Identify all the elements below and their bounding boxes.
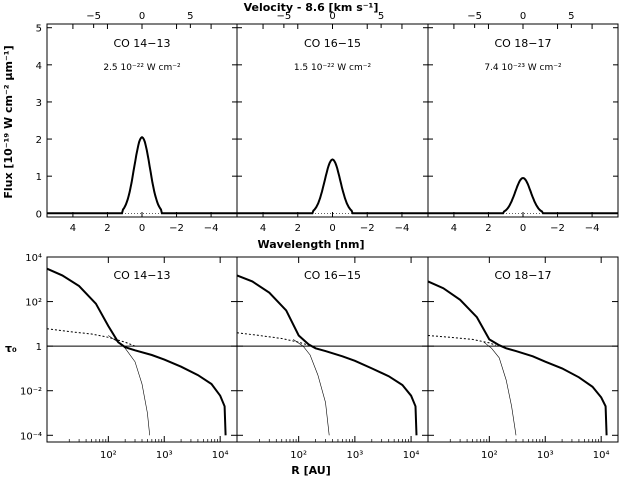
x-tick-label: 4	[451, 223, 457, 234]
flux-panel: 4 2 0 −2 −4 −5 0 5 CO 18−17 7.4 10⁻²³ W cm⁻²	[427, 11, 619, 234]
flux-profile-line	[428, 176, 618, 215]
flux-panels: 4 2 0 −2 −4 −5 0 5 0 1 2 3 4 5 CO 14−13 2.5 10⁻²² W cm⁻…	[36, 11, 619, 234]
velocity-tick-label: 5	[187, 11, 193, 22]
line-name-label: CO 18−17	[494, 269, 551, 282]
flux-panel: 4 2 0 −2 −4 −5 0 5 0 1 2 3 4 5 CO 14−13 2.5 10⁻²² W cm⁻…	[36, 11, 238, 234]
x-tick-label: 10³	[347, 450, 364, 461]
x-tick-label: 10³	[156, 450, 173, 461]
opacity-panel: 10² 10³ 10⁴ 10⁻⁴ 10⁻² 1 10² 10⁴ CO 14−13	[20, 253, 238, 461]
thin-opacity-line	[293, 339, 330, 436]
velocity-tick-label: 5	[568, 11, 574, 22]
velocity-tick-label: 0	[520, 11, 526, 22]
y-tick-label: 10⁻²	[20, 387, 42, 398]
line-flux-label: 1.5 10⁻²² W cm⁻²	[294, 63, 372, 73]
velocity-tick-label: 0	[139, 11, 145, 22]
panel-frame	[427, 256, 619, 443]
y-tick-label: 1	[36, 172, 42, 183]
line-name-label: CO 18−17	[494, 37, 551, 50]
total-opacity-line	[46, 267, 227, 436]
velocity-tick-label: −5	[277, 11, 292, 22]
total-opacity-line	[236, 274, 418, 436]
velocity-tick-label: −5	[467, 11, 482, 22]
x-tick-label: 10²	[290, 450, 307, 461]
x-tick-label: −2	[550, 223, 565, 234]
x-tick-label: −4	[585, 223, 600, 234]
thin-opacity-line	[483, 341, 517, 436]
x-tick-label: 10⁴	[212, 450, 229, 461]
x-tick-label: 10³	[537, 450, 554, 461]
x-tick-label: 10²	[100, 450, 117, 461]
total-opacity-line	[427, 280, 608, 436]
flux-x-axis-label: Wavelength [nm]	[258, 238, 365, 251]
x-tick-label: 10⁴	[403, 450, 420, 461]
panel-frame	[427, 23, 619, 218]
flux-profile-line	[237, 158, 428, 215]
x-tick-label: 0	[520, 223, 526, 234]
x-tick-label: −4	[204, 223, 219, 234]
panel-frame	[236, 23, 429, 218]
y-tick-label: 10⁴	[25, 253, 42, 264]
panel-frame	[46, 23, 238, 218]
velocity-tick-label: −5	[86, 11, 101, 22]
velocity-tick-label: 5	[378, 11, 384, 22]
x-tick-label: 4	[70, 223, 76, 234]
x-tick-label: 2	[104, 223, 110, 234]
velocity-tick-label: 0	[329, 11, 335, 22]
panel-frame	[236, 256, 429, 443]
x-tick-label: 4	[260, 223, 266, 234]
x-tick-label: 2	[295, 223, 301, 234]
dotted-opacity-line	[46, 328, 136, 347]
flux-y-axis-label: Flux [10⁻¹⁹ W cm⁻² μm⁻¹]	[2, 45, 15, 198]
x-tick-label: 0	[139, 223, 145, 234]
y-tick-label: 4	[36, 61, 42, 72]
dotted-opacity-line	[236, 332, 309, 346]
x-tick-label: 10⁴	[593, 450, 610, 461]
y-tick-label: 2	[36, 135, 42, 146]
dotted-opacity-line	[427, 335, 496, 346]
line-name-label: CO 16−15	[304, 37, 361, 50]
y-tick-label: 3	[36, 98, 42, 109]
line-name-label: CO 16−15	[304, 269, 361, 282]
top-axis-label: Velocity - 8.6 [km s⁻¹]	[244, 1, 379, 14]
x-tick-label: 10²	[481, 450, 498, 461]
line-name-label: CO 14−13	[113, 269, 170, 282]
x-tick-label: −2	[360, 223, 375, 234]
radius-x-axis-label: R [AU]	[291, 464, 330, 477]
x-tick-label: 0	[329, 223, 335, 234]
y-tick-label: 0	[36, 209, 42, 220]
opacity-panel: 10² 10³ 10⁴ CO 16−15	[236, 256, 429, 461]
x-tick-label: 2	[485, 223, 491, 234]
y-tick-label: 10²	[25, 298, 42, 309]
flux-profile-line	[47, 135, 237, 215]
line-name-label: CO 14−13	[113, 37, 170, 50]
x-tick-label: −4	[395, 223, 410, 234]
line-flux-label: 7.4 10⁻²³ W cm⁻²	[484, 63, 562, 73]
x-tick-label: −2	[169, 223, 184, 234]
opacity-panel: 10² 10³ 10⁴ CO 18−17	[427, 256, 619, 461]
y-tick-label: 10⁻⁴	[20, 431, 42, 442]
flux-panel: 4 2 0 −2 −4 −5 0 5 CO 16−15 1.5 10⁻²² W cm⁻²	[236, 11, 429, 234]
y-tick-label: 1	[36, 342, 42, 353]
tau-y-axis-label: τ₀	[5, 342, 17, 355]
y-tick-label: 5	[36, 24, 42, 35]
line-flux-label: 2.5 10⁻²² W cm⁻²	[103, 63, 181, 73]
thin-opacity-line	[108, 335, 150, 436]
